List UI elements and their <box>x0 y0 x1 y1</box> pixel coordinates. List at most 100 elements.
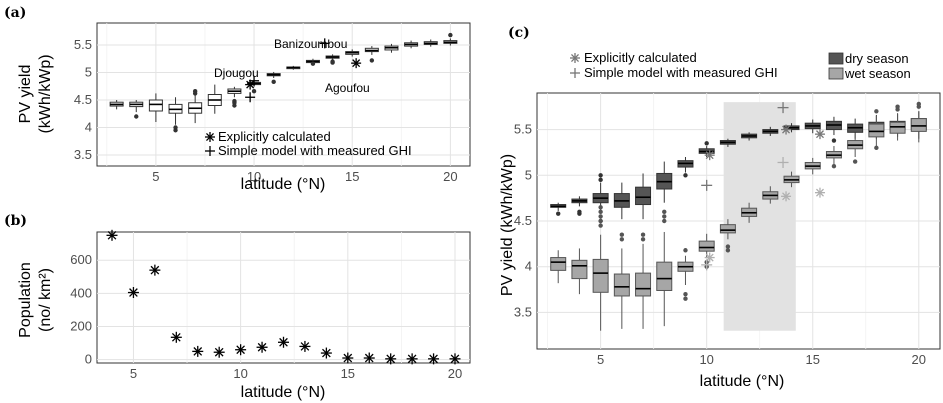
simple-point-c <box>777 102 789 114</box>
box-wet-outlier <box>640 232 646 237</box>
population-point <box>385 353 397 365</box>
box-a <box>129 100 144 119</box>
box-dry <box>825 116 842 143</box>
panel-a-letter: (a) <box>4 5 26 21</box>
population-point-stroke <box>129 288 138 297</box>
population-point-stroke <box>407 354 417 364</box>
y-tick-label: 4.5 <box>514 213 532 228</box>
box-dry-outlier <box>598 173 603 178</box>
panel-c-letter: (c) <box>508 25 530 41</box>
population-point-stroke <box>343 353 353 363</box>
population-point-stroke <box>386 354 396 364</box>
panel-c-xlabel: latitude (°N) <box>700 373 785 390</box>
panel-b-xlabel: latitude (°N) <box>241 384 326 401</box>
y-tick-label: 3.5 <box>74 147 92 162</box>
box-wet-outlier <box>831 163 837 169</box>
box-dry <box>550 202 567 216</box>
box-a <box>109 100 124 110</box>
population-point-stroke <box>236 345 245 355</box>
y-tick-label: 5.5 <box>514 122 532 137</box>
x-tick-label: 10 <box>233 366 247 381</box>
box-a-outlier <box>330 59 335 64</box>
box-wet-body <box>571 259 588 280</box>
population-point <box>342 352 354 364</box>
explicit-point-c <box>781 124 792 135</box>
population-point <box>256 341 268 353</box>
legend-c-plus-glyph <box>570 68 580 78</box>
legend-c-star-glyph-stroke <box>571 54 579 62</box>
box-wet-outlier <box>598 205 603 210</box>
box-wet-outlier <box>619 232 625 237</box>
box-wet <box>719 219 736 253</box>
panel-a-ylabel-line1: PV yield <box>17 65 34 124</box>
box-wet-outlier <box>852 159 858 164</box>
box-wet <box>847 134 864 164</box>
explicit-point-c <box>814 187 825 198</box>
box-wet <box>741 202 758 223</box>
box-wet-outlier <box>598 214 603 219</box>
box-wet <box>656 209 673 327</box>
box-wet-outlier <box>683 248 688 253</box>
box-a-outlier <box>134 114 139 119</box>
box-wet <box>592 205 609 331</box>
explicit-point-a-stroke <box>246 80 255 89</box>
box-dry-outlier <box>683 173 688 178</box>
box-a-outlier <box>369 58 375 63</box>
box-a-outlier <box>192 89 198 94</box>
explicit-point-c-stroke <box>815 130 824 139</box>
legend-wet-label: wet season <box>844 66 911 81</box>
box-wet-outlier <box>916 101 921 107</box>
box-dry-body <box>635 186 652 206</box>
population-point <box>170 331 182 343</box>
population-point-stroke <box>150 265 160 275</box>
legend-explicit-marker <box>205 132 215 142</box>
panel-b-ylabel-line2: (no/ km²) <box>37 268 54 332</box>
panel-b-grid <box>97 232 470 363</box>
box-a <box>443 32 458 46</box>
box-dry-outlier <box>577 209 582 215</box>
box-wet-body <box>719 224 736 234</box>
population-point-stroke <box>279 337 288 347</box>
y-tick-label: 600 <box>70 252 92 267</box>
box-dry <box>677 157 694 178</box>
box-dry <box>635 173 652 220</box>
box-wet-outlier <box>619 237 625 242</box>
box-wet-outlier <box>683 296 688 301</box>
box-wet <box>571 248 588 295</box>
annotation-agoufou: Agoufou <box>325 81 370 95</box>
legend-star-glyph-stroke <box>206 133 214 141</box>
population-point <box>320 347 332 359</box>
box-wet <box>910 101 927 143</box>
box-wet-outlier <box>662 214 667 219</box>
explicit-point-c-stroke <box>705 151 714 160</box>
y-tick-label: 5 <box>85 65 92 80</box>
box-a <box>207 84 222 114</box>
box-wet <box>550 250 567 284</box>
simple-point-c <box>701 179 713 191</box>
population-point-stroke <box>429 354 438 364</box>
population-point <box>213 346 225 358</box>
y-tick-label: 5.5 <box>74 37 92 52</box>
population-point <box>299 340 311 352</box>
box-dry <box>656 161 673 203</box>
box-a <box>325 54 340 65</box>
box-dry <box>804 119 821 134</box>
legend-simple-label: Simple model with measured GHI <box>218 143 412 158</box>
box-wet-body <box>613 273 630 297</box>
population-point-stroke <box>193 347 203 356</box>
explicit-point-c-stroke <box>782 192 791 201</box>
box-wet <box>635 232 652 329</box>
box-wet-outlier <box>874 109 879 114</box>
box-wet-outlier <box>895 104 900 109</box>
box-dry <box>762 126 779 136</box>
box-wet <box>889 104 906 141</box>
population-point <box>235 344 247 356</box>
population-point-stroke <box>214 347 224 357</box>
panel-a-marks <box>109 32 458 133</box>
population-point <box>278 336 289 348</box>
y-tick-label: 4 <box>525 259 532 274</box>
box-wet-outlier <box>598 223 603 228</box>
box-wet <box>783 171 800 188</box>
